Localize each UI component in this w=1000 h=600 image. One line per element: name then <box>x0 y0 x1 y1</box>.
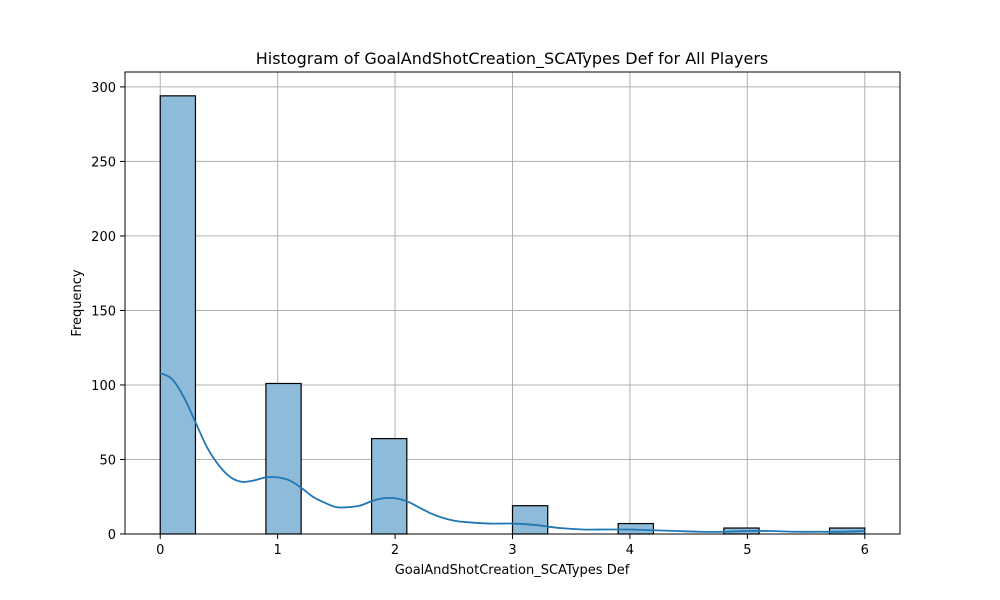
histogram-bar-3 <box>511 505 549 535</box>
y-tick-label-6: 300 <box>91 81 116 96</box>
y-tick-label-2: 100 <box>91 379 116 394</box>
x-tick-label-2: 2 <box>391 543 399 558</box>
y-axis-ticks: 0 50 100 150 200 250 300 <box>91 81 125 543</box>
x-tick-label-1: 1 <box>274 543 282 558</box>
x-tick-label-4: 4 <box>626 543 634 558</box>
x-axis-ticks: 0 1 2 3 4 5 6 <box>156 534 869 558</box>
x-tick-label-5: 5 <box>743 543 751 558</box>
y-tick-label-1: 50 <box>99 453 116 468</box>
histogram-bar-0 <box>159 95 197 535</box>
y-axis-label: Frequency <box>70 269 85 336</box>
kde-curve <box>159 372 865 533</box>
x-tick-label-6: 6 <box>861 543 869 558</box>
histogram-bar-1 <box>265 382 302 535</box>
chart-title: Histogram of GoalAndShotCreation_SCAType… <box>256 49 769 69</box>
y-tick-label-4: 200 <box>91 230 116 245</box>
x-tick-label-3: 3 <box>508 543 516 558</box>
y-tick-label-3: 150 <box>91 304 116 319</box>
y-tick-label-5: 250 <box>91 155 116 170</box>
x-tick-label-0: 0 <box>156 543 164 558</box>
x-axis-label: GoalAndShotCreation_SCATypes Def <box>395 563 630 578</box>
y-tick-label-0: 0 <box>108 528 116 543</box>
grid-layer <box>125 72 900 535</box>
histogram-bar-2 <box>370 438 408 535</box>
bars-layer <box>159 95 866 535</box>
